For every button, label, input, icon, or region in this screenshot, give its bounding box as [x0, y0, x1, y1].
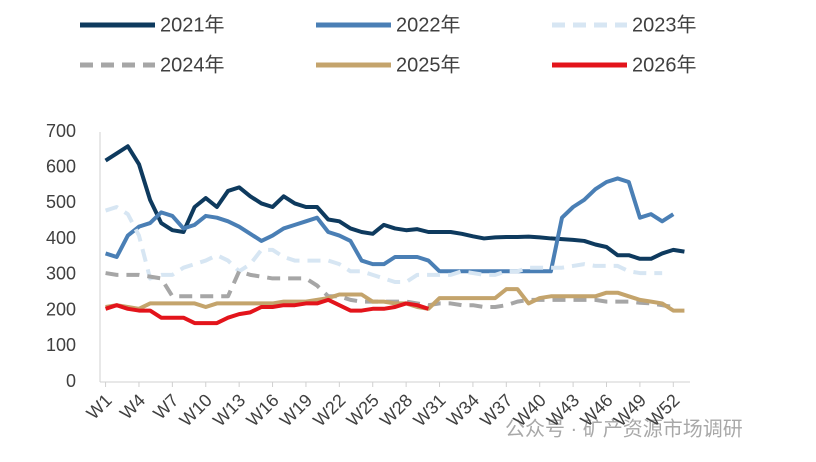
legend-label: 2026年: [632, 53, 697, 76]
y-tick-label: 400: [46, 228, 76, 248]
series-line: [104, 176, 675, 274]
watermark: 公众号 · 矿产资源市场调研: [505, 417, 743, 440]
x-tick-label: W16: [242, 390, 282, 430]
x-tick-label: W34: [443, 390, 483, 430]
legend-label: 2021年: [160, 13, 225, 36]
y-tick-label: 0: [66, 371, 76, 391]
x-tick-label: W31: [409, 390, 449, 430]
series-line: [105, 287, 685, 313]
x-tick-label: W25: [343, 390, 383, 430]
legend-label: 2023年: [632, 13, 697, 36]
x-tick-label: W1: [83, 390, 116, 423]
x-tick-label: W13: [209, 390, 249, 430]
x-tick-label: W28: [376, 390, 416, 430]
series-line: [104, 144, 685, 261]
legend-label: 2025年: [396, 53, 461, 76]
x-tick-label: W19: [276, 390, 316, 430]
y-tick-label: 500: [46, 192, 76, 212]
y-tick-label: 700: [46, 121, 76, 141]
legend-label: 2022年: [396, 13, 461, 36]
y-tick-label: 600: [46, 156, 76, 176]
x-tick-label: W10: [176, 390, 216, 430]
x-tick-label: W22: [309, 390, 349, 430]
series-line: [104, 297, 430, 326]
y-tick-label: 300: [46, 264, 76, 284]
x-tick-label: W4: [116, 390, 149, 423]
legend-label: 2024年: [160, 53, 225, 76]
y-tick-label: 100: [46, 335, 76, 355]
y-tick-label: 200: [46, 299, 76, 319]
